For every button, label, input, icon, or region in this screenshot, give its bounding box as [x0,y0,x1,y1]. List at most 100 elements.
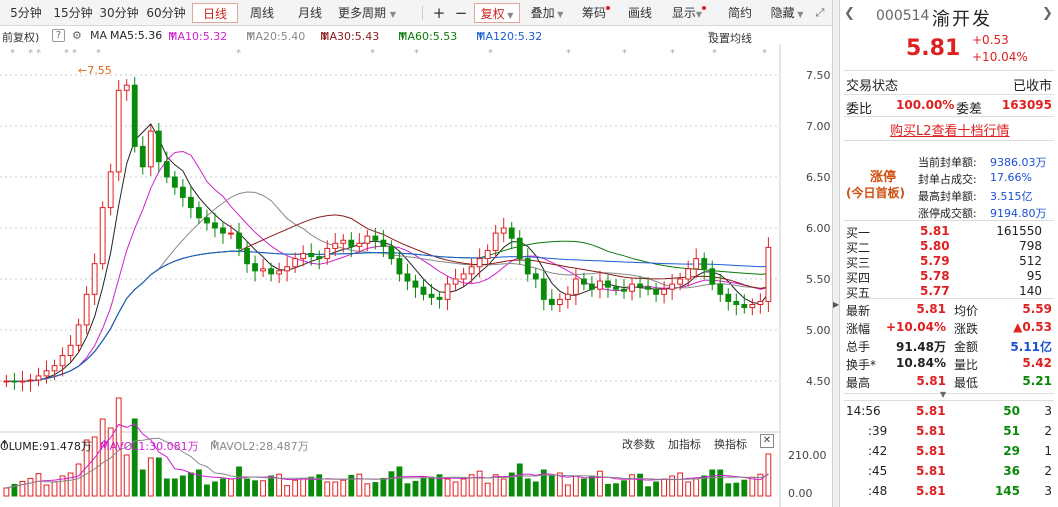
display-dropdown[interactable]: 显示▼ [668,3,710,23]
volume-bar [564,484,571,497]
period-weekly-tab[interactable]: 周线 [249,6,274,20]
volume-bar [123,454,130,497]
volume-bar [629,474,635,497]
period-daily-tab[interactable]: 日线 [192,3,238,23]
candle-body [107,171,114,209]
seal-ratio-value: 17.66% [990,171,1032,184]
volume-bar [163,478,170,497]
display-label: 显示 [671,6,696,20]
candle-body [348,239,355,247]
chevron-down-icon: ▼ [708,30,715,39]
candle-body [123,84,130,91]
candle-body [629,283,635,292]
volume-bar [131,418,138,497]
candle-body [677,278,684,285]
quote-value: 5.81 [916,302,946,316]
volume-bar [340,479,347,497]
arrow-up-icon: ↑ [476,30,486,43]
more-periods-dropdown[interactable]: 更多周期 ▼ [334,3,400,23]
ma30-text: MA30:5.43 [320,30,380,43]
seal-amount-value: 9386.03万 [990,156,1047,169]
volume-bar [492,474,499,497]
volume-bar [11,483,18,497]
simple-mode-button[interactable]: 简约 [727,6,752,20]
period-5min-tab[interactable]: 5分钟 [10,6,42,20]
chouma-button[interactable]: 筹码 [578,3,614,23]
switch-indicator-button[interactable]: 换指标 [714,438,747,451]
tick-volume: 145 [994,484,1020,498]
candle-body [500,227,507,234]
close-indicator-icon[interactable]: ✕ [760,434,774,448]
bid-price: 5.81 [920,224,950,238]
period-30min-tab[interactable]: 30分钟 [99,6,139,20]
quote-value: 5.11亿 [1010,340,1052,354]
tick-count: 3 [1044,484,1052,498]
volume-bar [324,481,331,497]
last-price: 5.81 [906,36,961,61]
quote-value: 91.48万 [896,340,946,354]
l2-purchase-link[interactable]: 购买L2查看十档行情 [890,124,1010,139]
expand-icon[interactable]: ⤢ [815,6,825,19]
ma-line [6,240,769,383]
period-15min-tab[interactable]: 15分钟 [53,6,93,20]
volume-bar [292,479,299,497]
ma-settings-gear-icon[interactable]: ⚙ [72,29,82,42]
volume-bar [524,478,531,497]
ma-settings-label: 设置均线 [708,32,752,45]
candle-body [669,283,676,290]
overlay-dropdown[interactable]: 叠加 ▼ [526,3,568,23]
zoom-in-button[interactable]: + [432,4,446,22]
candle-body [276,270,283,275]
volume-bar [252,480,258,497]
arrow-up-icon: ↑ [168,30,178,43]
volume-bar [548,475,555,497]
candles [3,77,772,392]
volume-bar [404,483,411,497]
quote-label: 最低 [954,376,979,390]
candle-body [396,258,403,275]
volume-legend-bar: OLUME:91.478万 ↑ MAVOL1:30.081万 ↑ MAVOL2:… [0,434,780,453]
arrow-up-icon: ↑ [320,30,330,43]
period-60min-tab[interactable]: 60分钟 [146,6,186,20]
candle-body [645,286,651,290]
quote-panel: ❮ 000514 渝开发 ❯ 5.81 +0.53 +10.04% 交易状态 已… [840,0,1058,507]
tick-price: 5.81 [916,424,946,438]
star-marker: * [712,48,717,59]
arrow-up-icon: ↑ [398,30,408,43]
period-monthly-tab[interactable]: 月线 [297,6,322,20]
change-param-button[interactable]: 改参数 [622,438,655,451]
back-chevron-icon[interactable]: ❮ [844,6,855,21]
fuquan-dropdown[interactable]: 复权 ▼ [474,3,520,23]
volume-bar [613,483,619,497]
candle-body [428,293,435,298]
zoom-out-button[interactable]: − [454,4,468,22]
price-axis-labels: 7.50 7.00 6.50 6.00 5.50 5.00 4.50 [806,69,831,388]
chart-panel: 5分钟 15分钟 30分钟 60分钟 日线 周线 月线 更多周期 ▼ + − 复… [0,0,832,507]
star-marker: * [236,48,241,59]
help-icon[interactable]: ? [52,29,65,42]
quote-value: ▲0.53 [1013,320,1052,334]
expand-down-icon[interactable]: ▼ [940,390,947,399]
hide-dropdown[interactable]: 隐藏 ▼ [766,3,808,23]
volume-bar [284,485,291,497]
weicha-value: 163095 [1001,98,1052,112]
ma10-text: MA10:5.32 [168,30,228,43]
candle-body [693,258,700,270]
add-indicator-button[interactable]: 加指标 [668,438,701,451]
panel-splitter[interactable]: ▶ [832,0,840,507]
quote-label: 涨幅 [846,322,871,336]
kline-chart[interactable]: 7.507.006.506.005.505.004.50 * * * * * * * * * * *… [0,44,832,507]
volume-bar [460,478,467,497]
collapse-arrow-icon[interactable]: ▶ [833,300,840,309]
volume-bar [212,481,218,497]
volume-axis-label-high: 210.00 [788,449,827,462]
volume-bar [43,484,50,497]
volume-bar [532,481,539,497]
stock-name: 渝开发 [932,9,992,30]
tick-count: 1 [1044,444,1052,458]
forward-chevron-icon[interactable]: ❯ [1042,6,1053,21]
volume-bar [83,439,90,497]
draw-line-button[interactable]: 画线 [627,6,652,20]
candle-body [27,379,34,382]
candle-body [701,258,708,270]
